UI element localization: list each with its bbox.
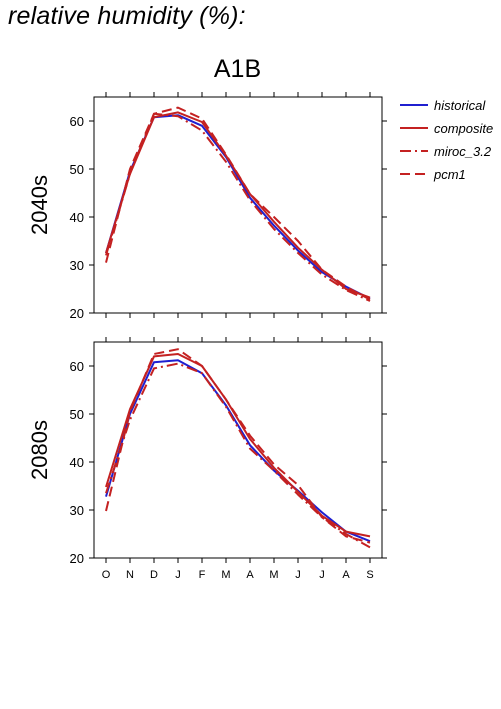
series-line-pcm1 [105,106,371,301]
series-line-miroc_3.2 [105,112,371,302]
y-tick-label: 40 [70,455,84,470]
panel-label: 2080s [27,420,52,480]
x-tick-label: M [221,569,230,581]
x-tick-label: J [295,569,301,581]
series-line-composite [105,111,371,299]
y-tick-label: 30 [70,503,84,518]
panel-label: 2040s [27,175,52,235]
x-tick-label: A [342,569,350,581]
x-tick-label: A [246,569,254,581]
x-tick-label: O [102,569,111,581]
y-tick-label: 60 [70,114,84,129]
y-tick-label: 20 [70,551,84,566]
scenario-title: A1B [213,55,262,83]
legend-label: composite [434,121,493,136]
series-line-miroc_3.2 [105,362,371,549]
y-tick-label: 50 [70,407,84,422]
x-tick-label: J [175,569,181,581]
x-tick-label: N [126,569,134,581]
panel-2040s: 20 30 40 50 60 2040s [27,92,387,321]
panel-2080s: 20 30 40 50 60 O N D J F M A M J J A S 2080s [27,337,387,581]
x-tick-label: D [150,569,158,581]
y-tick-label: 40 [70,210,84,225]
y-tick-label: 50 [70,162,84,177]
series-line-historical [105,114,371,300]
page-title: relative humidity (%): [8,2,246,30]
y-tick-label: 30 [70,258,84,273]
series-line-pcm1 [105,348,371,544]
x-tick-label: S [366,569,373,581]
y-tick-label: 60 [70,359,84,374]
legend-label: historical [434,98,486,113]
x-tick-label: J [319,569,325,581]
x-tick-label: M [269,569,278,581]
legend-label: miroc_3.2 [434,144,492,159]
legend-label: pcm1 [433,167,466,182]
x-tick-label: F [199,569,206,581]
legend: historical composite miroc_3.2 pcm1 [400,98,493,182]
plot-frame [93,96,383,314]
y-tick-label: 20 [70,306,84,321]
series-line-historical [105,359,371,543]
plot-frame [93,341,383,559]
